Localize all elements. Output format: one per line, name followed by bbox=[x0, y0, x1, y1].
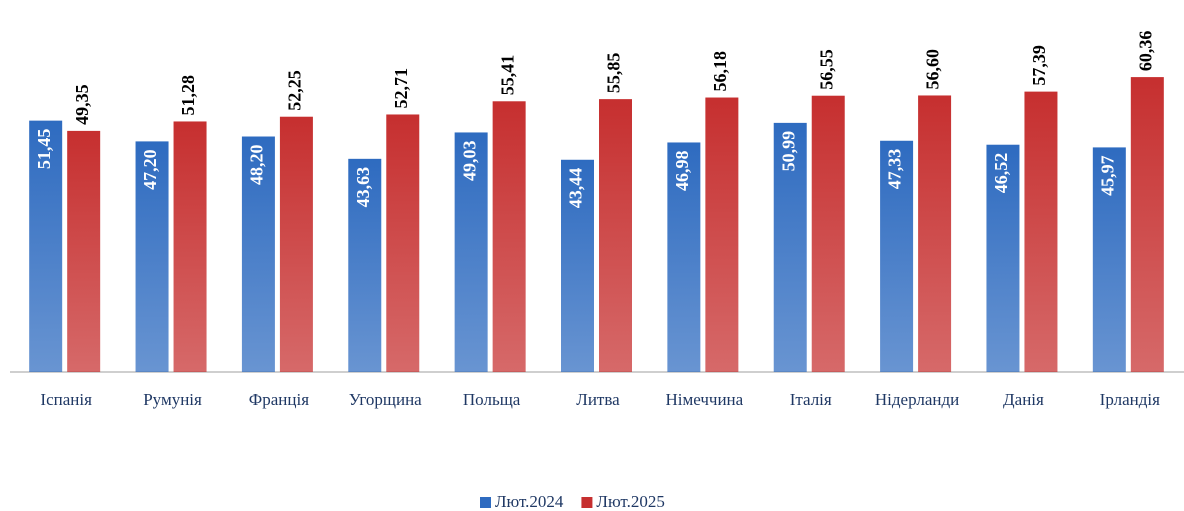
value-label: 49,03 bbox=[459, 140, 479, 181]
value-label: 57,39 bbox=[1029, 45, 1049, 86]
bar bbox=[386, 114, 420, 372]
value-label: 48,20 bbox=[247, 145, 267, 186]
bar bbox=[492, 101, 526, 373]
value-label: 56,18 bbox=[710, 51, 730, 92]
x-tick-label: Ірландія bbox=[1100, 390, 1160, 409]
bar bbox=[986, 144, 1020, 372]
value-label: 60,36 bbox=[1135, 31, 1155, 72]
value-label: 52,25 bbox=[285, 70, 305, 111]
bar bbox=[880, 140, 914, 372]
bar bbox=[279, 116, 313, 372]
bar bbox=[773, 122, 807, 372]
value-label: 55,41 bbox=[497, 55, 517, 96]
x-tick-label: Данія bbox=[1003, 390, 1044, 409]
bar bbox=[599, 99, 632, 372]
value-label: 52,71 bbox=[391, 68, 411, 109]
bar bbox=[705, 97, 739, 372]
value-label: 56,55 bbox=[816, 49, 836, 90]
x-tick-label: Литва bbox=[576, 390, 620, 409]
value-label: 51,45 bbox=[34, 129, 54, 170]
legend-label: Лют.2025 bbox=[596, 492, 664, 511]
bar bbox=[67, 130, 101, 372]
x-tick-label: Німеччина bbox=[665, 390, 743, 409]
x-tick-label: Польща bbox=[463, 390, 521, 409]
value-label: 47,33 bbox=[885, 149, 905, 190]
bar bbox=[241, 136, 275, 372]
bar bbox=[561, 159, 594, 372]
value-label: 50,99 bbox=[778, 131, 798, 172]
bar bbox=[1130, 77, 1164, 372]
bar bbox=[1092, 147, 1126, 372]
x-tick-label: Франція bbox=[249, 390, 309, 409]
legend-label: Лют.2024 bbox=[495, 492, 564, 511]
legend-swatch bbox=[480, 497, 491, 508]
legend-swatch bbox=[581, 497, 593, 508]
value-label: 55,85 bbox=[604, 53, 624, 94]
bar bbox=[918, 95, 952, 373]
bar bbox=[454, 132, 488, 372]
value-label: 46,98 bbox=[672, 150, 692, 191]
value-label: 43,63 bbox=[353, 167, 373, 208]
value-label: 46,52 bbox=[991, 153, 1011, 194]
value-label: 51,28 bbox=[178, 75, 198, 116]
x-tick-label: Іспанія bbox=[40, 390, 92, 409]
bar bbox=[173, 121, 207, 372]
bar bbox=[667, 142, 701, 372]
value-label: 47,20 bbox=[140, 149, 160, 190]
value-label: 49,35 bbox=[72, 84, 92, 125]
value-label: 45,97 bbox=[1097, 155, 1117, 196]
value-label: 56,60 bbox=[923, 49, 943, 90]
bar bbox=[811, 95, 845, 372]
bar bbox=[348, 158, 382, 372]
x-tick-label: Угорщина bbox=[349, 390, 422, 409]
value-label: 43,44 bbox=[566, 168, 586, 209]
x-tick-label: Нідерланди bbox=[875, 390, 959, 409]
bar bbox=[29, 120, 63, 372]
x-tick-label: Румунія bbox=[143, 390, 202, 409]
x-tick-label: Італія bbox=[790, 390, 832, 409]
bar bbox=[135, 141, 169, 372]
bar bbox=[1024, 91, 1058, 372]
